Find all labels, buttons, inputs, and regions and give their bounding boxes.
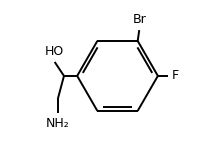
- Text: HO: HO: [44, 45, 63, 58]
- Text: NH₂: NH₂: [46, 117, 70, 130]
- Text: F: F: [172, 69, 179, 82]
- Text: Br: Br: [132, 13, 146, 26]
